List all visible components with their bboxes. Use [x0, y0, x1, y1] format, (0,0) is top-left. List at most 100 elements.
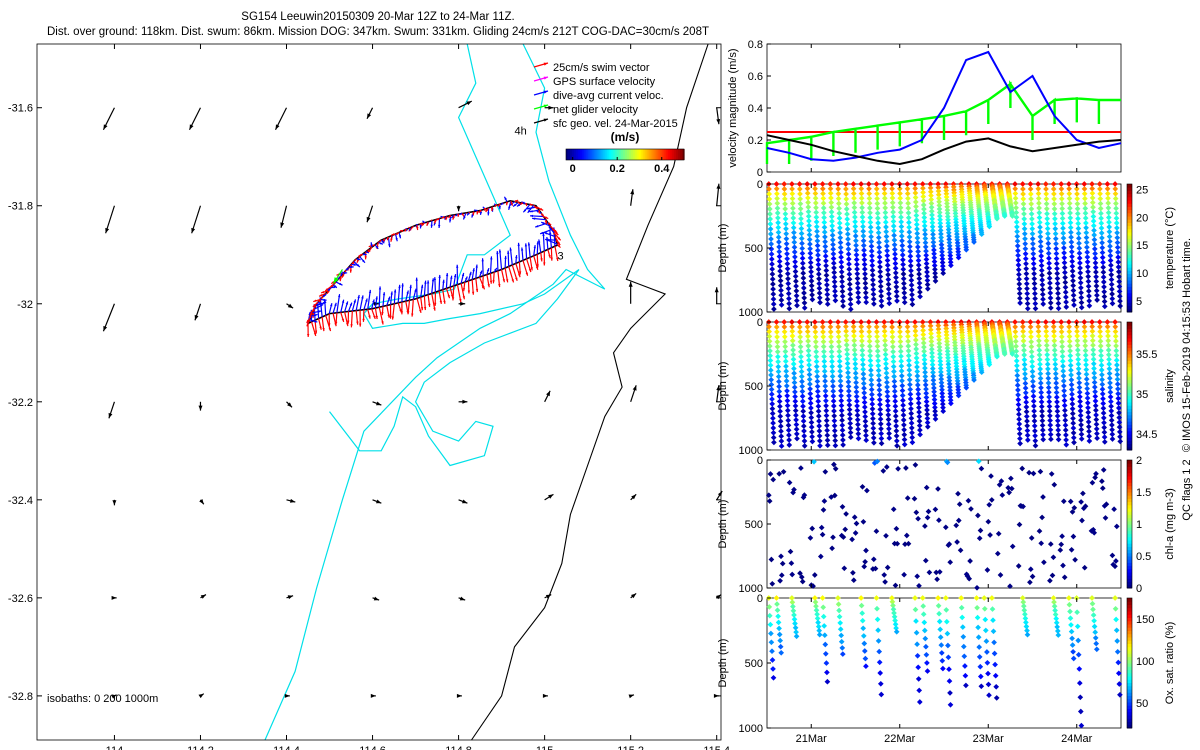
geo-velocity-arrow-head	[716, 119, 721, 125]
swim-vector	[426, 221, 429, 226]
swim-vector	[445, 288, 451, 299]
swim-vector	[341, 269, 347, 279]
section-data-point	[942, 181, 949, 187]
swim-vector	[400, 229, 404, 233]
section-colorbar-cell	[1127, 196, 1132, 201]
section-data-point	[859, 218, 866, 225]
swim-vector-shaft	[465, 212, 467, 214]
dac-vector	[473, 209, 478, 212]
dac-vector	[371, 299, 375, 309]
section-data-point	[901, 299, 908, 306]
dac-vector-shaft	[325, 293, 327, 296]
section-data-point	[777, 277, 784, 284]
swim-vector-head	[511, 279, 514, 283]
section-data-point	[936, 206, 943, 212]
map-y-tick-label: -31.8	[8, 201, 33, 213]
swim-vector	[520, 201, 524, 206]
section-data-point	[943, 194, 950, 200]
dac-vector	[442, 279, 445, 290]
section-data-point	[778, 302, 785, 308]
swim-vector-head	[356, 259, 360, 263]
section-data-point	[906, 224, 912, 231]
section-data-point	[867, 219, 874, 226]
section-colorbar-cell	[1127, 498, 1132, 503]
section-data-point	[837, 234, 844, 241]
geo-velocity-arrow	[630, 493, 637, 501]
dac-vector-head	[507, 250, 510, 254]
section-data-point	[912, 194, 919, 201]
swim-vector-head	[554, 229, 558, 233]
swim-vector-head	[319, 326, 322, 330]
section-data-point	[783, 225, 789, 232]
dac-vector	[517, 242, 521, 262]
dac-vector-head	[540, 231, 544, 234]
section-colorbar-cell	[1127, 517, 1132, 522]
section-data-point	[783, 235, 790, 242]
swim-vector-head	[506, 279, 509, 283]
section-data-point	[774, 210, 781, 216]
colorbar-cell	[581, 149, 585, 160]
dac-vector	[335, 281, 343, 286]
dac-vector	[456, 264, 459, 285]
swim-vector	[475, 278, 479, 293]
section-data-point	[884, 247, 890, 254]
dac-vector-head	[323, 298, 327, 301]
section-data-point	[905, 205, 912, 211]
colorbar-cell	[625, 149, 628, 160]
section-data-point	[804, 185, 811, 192]
section-colorbar-cell	[1127, 222, 1132, 227]
geo-velocity-arrow	[274, 107, 288, 130]
colorbar-cell	[664, 149, 667, 160]
dac-vector-head	[517, 242, 520, 246]
map-x-tick-label: 114.6	[359, 745, 386, 750]
section-data-point	[920, 193, 927, 200]
swim-vector-head	[481, 285, 484, 289]
section-data-point	[897, 195, 904, 202]
swim-vector-head	[362, 318, 365, 322]
swim-vector-head	[459, 298, 462, 303]
section-colorbar-cell	[1127, 370, 1132, 374]
section-data-point	[884, 243, 890, 249]
figure-title-line1: SG154 Leeuwin20150309 20-Mar 12Z to 24-M…	[241, 11, 514, 23]
depth-tick-label: 500	[745, 381, 763, 393]
colorbar-cell	[626, 149, 630, 160]
section-data-point	[938, 241, 945, 248]
section-data-point	[771, 306, 777, 312]
dac-vector	[522, 204, 531, 213]
section-data-point	[791, 239, 798, 246]
swim-vector	[492, 271, 495, 284]
colorbar-cell	[654, 149, 658, 160]
section-data-point	[851, 200, 858, 206]
geo-velocity-arrow-head	[275, 124, 280, 130]
section-data-point	[770, 296, 777, 302]
velocity-y-tick-label: 0.2	[748, 135, 763, 147]
section-data-point	[855, 289, 861, 296]
section-data-point	[820, 205, 827, 211]
swim-vector	[533, 204, 539, 210]
dac-vector	[386, 296, 391, 306]
section-data-point	[804, 190, 811, 197]
section-colorbar-cell	[1127, 679, 1132, 683]
geo-velocity-arrow-head	[189, 124, 194, 130]
dac-vector-head	[395, 238, 398, 242]
section-data-point	[768, 251, 775, 257]
section-colorbar-cell	[1127, 283, 1132, 287]
section-data-point	[914, 244, 921, 250]
section-data-point	[859, 204, 865, 211]
dac-vector	[393, 289, 397, 304]
dac-vector	[538, 239, 542, 253]
swim-vector	[497, 203, 501, 207]
section-data-point	[831, 278, 838, 285]
section-colorbar-cell	[1127, 334, 1132, 339]
colorbar-cell	[601, 149, 604, 160]
geo-velocity-arrow-head	[716, 183, 721, 189]
section-data-point	[782, 211, 789, 217]
section-colorbar-cell	[1127, 598, 1132, 602]
section-colorbar-cell	[1127, 382, 1132, 387]
geo-velocity-arrow	[200, 594, 207, 599]
swim-vector-head	[309, 313, 313, 317]
section-data-point	[862, 275, 869, 282]
swim-vector	[344, 311, 349, 327]
section-data-point	[842, 181, 849, 187]
